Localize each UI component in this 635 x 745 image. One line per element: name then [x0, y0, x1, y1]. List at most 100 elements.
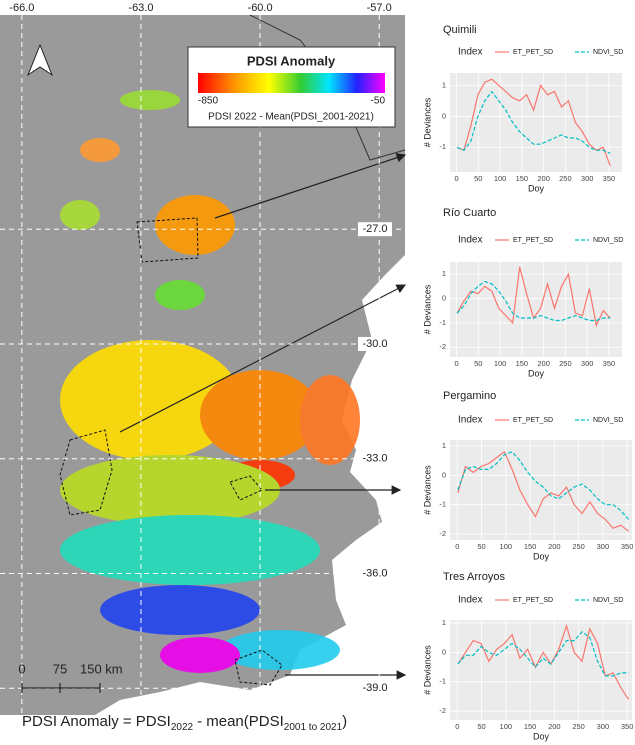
caption-part: - mean(PDSI [197, 713, 284, 730]
x-tick-label: 50 [477, 542, 485, 551]
lon-tick-label: -60.0 [248, 2, 273, 14]
chart-title: Quimili [443, 24, 477, 36]
y-tick-label: 1 [442, 618, 446, 627]
x-tick-label: 200 [537, 174, 550, 183]
y-tick-label: 1 [442, 441, 446, 450]
x-tick-label: 100 [494, 359, 507, 368]
colorbar [198, 73, 385, 93]
x-tick-label: 300 [581, 174, 594, 183]
colorbar-max: -50 [371, 96, 386, 107]
y-axis-label: # Deviances [422, 284, 432, 334]
caption-part: ) [342, 713, 347, 730]
legend-subtitle: PDSI 2022 - Mean(PDSI_2001-2021) [208, 112, 374, 123]
legend-label: NDVI_SD [593, 237, 623, 244]
chart-title: Pergamino [443, 390, 496, 402]
y-tick-label: -2 [439, 529, 446, 538]
x-tick-label: 250 [559, 359, 572, 368]
plot-background [450, 620, 632, 720]
y-tick-label: -1 [439, 677, 446, 686]
y-tick-label: -2 [439, 342, 446, 351]
x-tick-label: 100 [500, 542, 513, 551]
x-tick-label: 300 [597, 722, 610, 731]
scale-label: 0 [18, 661, 25, 676]
lat-tick-label: -33.0 [362, 453, 387, 465]
x-tick-label: 150 [524, 722, 537, 731]
y-tick-label: 0 [442, 470, 446, 479]
legend-title: Index [458, 47, 482, 58]
caption-part: PDSI Anomaly = PDSI [22, 713, 171, 730]
lon-tick-label: -66.0 [9, 2, 34, 14]
lat-tick-label: -36.0 [362, 567, 387, 579]
lon-tick-label: -57.0 [367, 2, 392, 14]
x-tick-label: 50 [474, 359, 482, 368]
colorbar-min: -850 [198, 96, 218, 107]
x-axis-label: Doy [528, 183, 545, 193]
legend-label: ET_PET_SD [513, 49, 553, 56]
x-tick-label: 50 [477, 722, 485, 731]
legend-title: Index [458, 235, 482, 246]
x-tick-label: 200 [548, 722, 561, 731]
x-tick-label: 250 [559, 174, 572, 183]
x-tick-label: 200 [548, 542, 561, 551]
legend-label: NDVI_SD [593, 49, 623, 56]
y-tick-label: 1 [442, 269, 446, 278]
lat-tick-label: -27.0 [362, 223, 387, 235]
x-axis-label: Doy [533, 731, 550, 741]
y-axis-label: # Deviances [422, 645, 432, 695]
legend-label: NDVI_SD [593, 417, 623, 424]
legend-label: ET_PET_SD [513, 417, 553, 424]
caption-sub: 2001 to 2021 [284, 722, 343, 733]
map: PDSI Anomaly -850 -50 PDSI 2022 - Mean(P… [0, 15, 405, 715]
x-tick-label: 250 [572, 722, 585, 731]
caption-sub: 2022 [171, 722, 194, 733]
x-tick-label: 350 [621, 722, 634, 731]
scale-label: 75 [53, 661, 67, 676]
x-tick-label: 0 [455, 542, 459, 551]
lat-tick-label: -39.0 [362, 682, 387, 694]
lon-tick-label: -63.0 [128, 2, 153, 14]
x-tick-label: 100 [500, 722, 513, 731]
scale-label: 150 km [80, 661, 123, 676]
x-tick-label: 200 [537, 359, 550, 368]
x-tick-label: 250 [572, 542, 585, 551]
x-tick-label: 150 [516, 359, 529, 368]
y-tick-label: -2 [439, 706, 446, 715]
x-tick-label: 350 [621, 542, 634, 551]
x-tick-label: 300 [581, 359, 594, 368]
x-tick-label: 150 [516, 174, 529, 183]
chart-title: Tres Arroyos [443, 571, 505, 583]
y-axis-label: # Deviances [422, 465, 432, 515]
x-axis-label: Doy [528, 368, 545, 378]
plot-background [450, 440, 632, 540]
y-tick-label: 0 [442, 111, 446, 120]
x-tick-label: 300 [597, 542, 610, 551]
plot-background [450, 262, 622, 357]
y-axis-label: # Deviances [422, 97, 432, 147]
x-tick-label: 100 [494, 174, 507, 183]
x-tick-label: 0 [454, 174, 458, 183]
caption: PDSI Anomaly = PDSI2022- mean(PDSI2001 t… [22, 713, 347, 733]
legend-label: NDVI_SD [593, 597, 623, 604]
y-tick-label: 0 [442, 294, 446, 303]
y-tick-label: -1 [439, 500, 446, 509]
y-tick-label: -1 [439, 318, 446, 327]
figure: PDSI Anomaly -850 -50 PDSI 2022 - Mean(P… [0, 0, 635, 745]
lat-tick-label: -30.0 [362, 338, 387, 350]
legend-title: Index [458, 415, 482, 426]
x-tick-label: 0 [455, 722, 459, 731]
y-tick-label: 1 [442, 80, 446, 89]
x-tick-label: 150 [524, 542, 537, 551]
y-tick-label: -1 [439, 142, 446, 151]
legend-label: ET_PET_SD [513, 597, 553, 604]
chart-title: Río Cuarto [443, 207, 496, 219]
legend-title: PDSI Anomaly [247, 53, 336, 68]
x-tick-label: 50 [474, 174, 482, 183]
x-tick-label: 350 [603, 359, 616, 368]
legend-label: ET_PET_SD [513, 237, 553, 244]
x-tick-label: 0 [454, 359, 458, 368]
map-legend: PDSI Anomaly -850 -50 PDSI 2022 - Mean(P… [188, 47, 395, 127]
y-tick-label: 0 [442, 647, 446, 656]
x-tick-label: 350 [603, 174, 616, 183]
x-axis-label: Doy [533, 551, 550, 561]
legend-title: Index [458, 595, 482, 606]
